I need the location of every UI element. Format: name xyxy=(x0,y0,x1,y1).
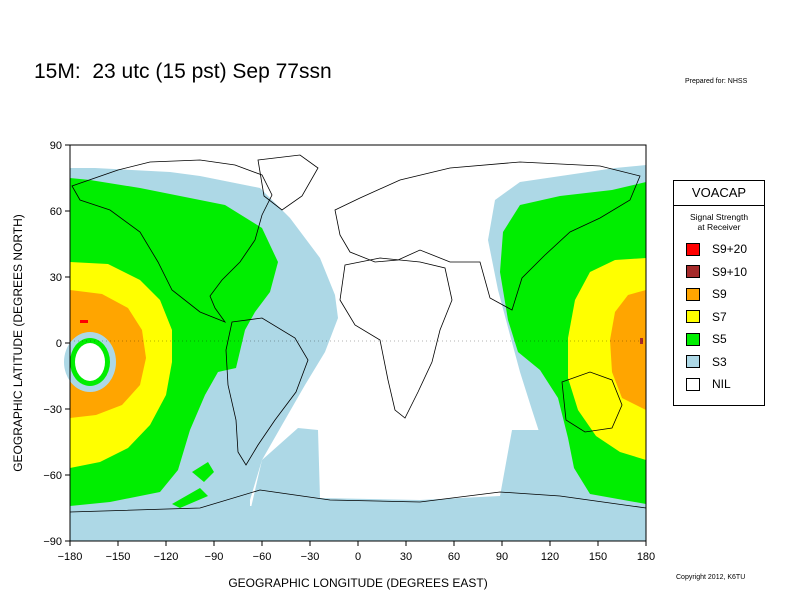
legend-items: S9+20 S9+10 S9 S7 S5 S3 NIL xyxy=(674,238,764,396)
x-tick-label: −180 xyxy=(58,551,83,563)
legend-item: S7 xyxy=(674,306,764,329)
greenland-outline xyxy=(257,154,319,211)
y-tick-label: −90 xyxy=(43,536,62,548)
x-tick-label: −120 xyxy=(154,551,179,563)
legend-item: NIL xyxy=(674,373,764,396)
legend-subtitle-line2: at Receiver xyxy=(697,222,741,232)
y-tick-label: −30 xyxy=(43,404,62,416)
legend: VOACAP Signal Strength at Receiver S9+20… xyxy=(673,180,765,406)
prepared-for-label: Prepared for: NHSS xyxy=(685,78,748,85)
legend-swatch xyxy=(686,377,700,391)
legend-item: S3 xyxy=(674,351,764,374)
x-tick-label: 180 xyxy=(637,551,655,563)
y-tick-label: 0 xyxy=(56,338,62,350)
australia-outline xyxy=(561,371,623,433)
y-tick-label: 30 xyxy=(50,272,62,284)
x-tick-label: −90 xyxy=(205,551,224,563)
legend-swatch xyxy=(686,287,700,301)
x-tick-label: 0 xyxy=(355,551,361,563)
legend-item: S5 xyxy=(674,328,764,351)
legend-label: S7 xyxy=(712,309,727,324)
y-axis: 90 60 30 0 −30 −60 −90 xyxy=(43,140,70,548)
x-tick-label: 90 xyxy=(496,551,508,563)
legend-swatch xyxy=(686,355,700,369)
legend-label: S9+10 xyxy=(712,264,748,279)
legend-subtitle: Signal Strength at Receiver xyxy=(674,212,764,232)
y-tick-label: 60 xyxy=(50,206,62,218)
s9-10-spot xyxy=(640,338,643,344)
legend-title: VOACAP xyxy=(674,181,764,206)
legend-swatch xyxy=(686,242,700,256)
legend-swatch xyxy=(686,265,700,279)
legend-swatch xyxy=(686,310,700,324)
map-plot-area xyxy=(64,144,647,542)
x-tick-label: −30 xyxy=(301,551,320,563)
africa-outline xyxy=(339,257,453,419)
legend-label: NIL xyxy=(712,377,731,392)
legend-item: S9 xyxy=(674,283,764,306)
nil-center-west xyxy=(75,343,105,381)
north-america-outline xyxy=(71,159,273,323)
legend-item: S9+10 xyxy=(674,261,764,284)
antarctica-outline xyxy=(69,489,647,513)
s3-coverage-south xyxy=(250,428,565,512)
south-america-outline xyxy=(225,317,309,466)
legend-label: S3 xyxy=(712,354,727,369)
s5-island-patch-1 xyxy=(192,462,214,482)
s9-coverage-east xyxy=(610,290,646,410)
y-tick-label: 90 xyxy=(50,140,62,152)
x-axis: −180 −150 −120 −90 −60 −30 0 30 60 90 120 150 180 xyxy=(58,541,655,563)
x-tick-label: −60 xyxy=(253,551,272,563)
legend-label: S5 xyxy=(712,332,727,347)
legend-label: S9 xyxy=(712,287,727,302)
x-axis-title: GEOGRAPHIC LONGITUDE (DEGREES EAST) xyxy=(228,576,487,590)
legend-subtitle-line1: Signal Strength xyxy=(689,212,749,222)
page-title: 15M: 23 utc (15 pst) Sep 77ssn xyxy=(34,60,332,83)
s3-coverage-antarctic xyxy=(70,506,646,541)
x-tick-label: 150 xyxy=(589,551,607,563)
legend-label: S9+20 xyxy=(712,242,748,257)
x-tick-label: 30 xyxy=(400,551,412,563)
continent-outlines xyxy=(69,154,647,513)
copyright-label: Copyright 2012, K6TU xyxy=(676,574,746,581)
x-tick-label: −150 xyxy=(106,551,131,563)
legend-swatch xyxy=(686,332,700,346)
eurasia-outline xyxy=(334,161,641,311)
y-tick-label: −60 xyxy=(43,470,62,482)
y-axis-title: GEOGRAPHIC LATITUDE (DEGREES NORTH) xyxy=(11,214,25,472)
s5-island-patch-2 xyxy=(172,488,208,508)
s9-20-spot xyxy=(80,320,88,323)
x-tick-label: 120 xyxy=(541,551,559,563)
legend-item: S9+20 xyxy=(674,238,764,261)
x-tick-label: 60 xyxy=(448,551,460,563)
